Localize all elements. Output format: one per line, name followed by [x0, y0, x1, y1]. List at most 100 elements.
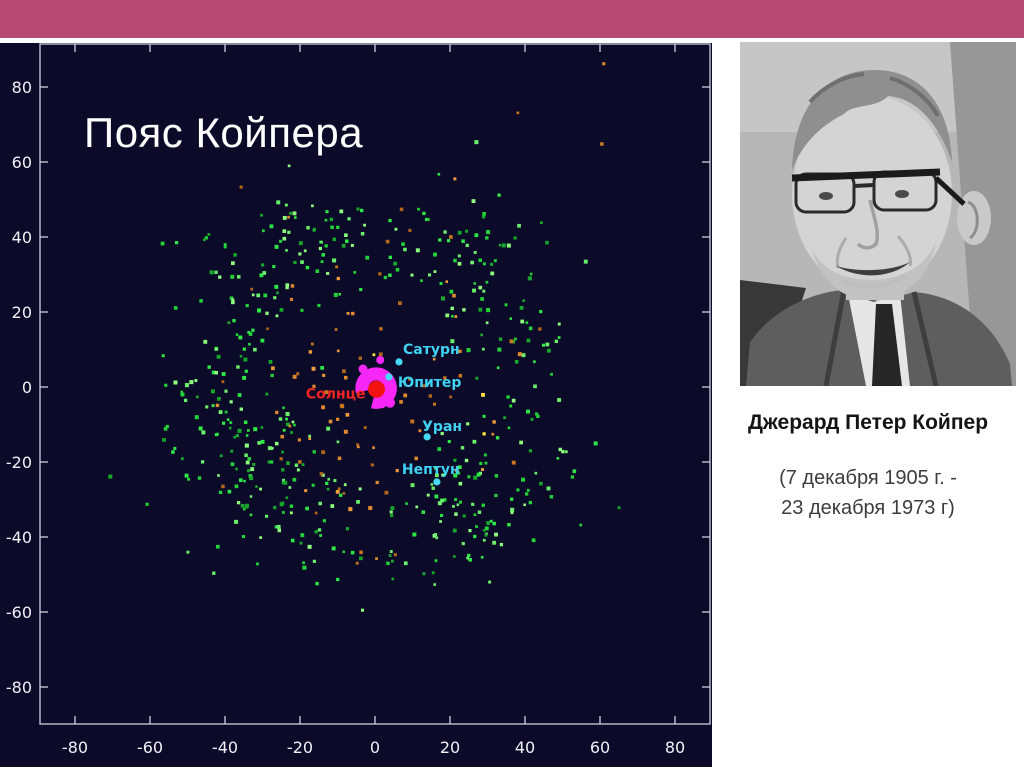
kuiper-belt-objects-dot: [434, 559, 438, 563]
kuiper-belt-objects-dot: [497, 347, 502, 352]
kuiper-belt-objects-dot: [180, 457, 184, 461]
kuiper-belt-objects-dot: [237, 393, 242, 397]
kuiper-belt-objects-dot: [522, 299, 525, 302]
kuiper-belt-objects-dot: [235, 333, 239, 337]
kuiper-belt-objects-dot: [475, 525, 478, 528]
kuiper-belt-objects-dot: [300, 308, 304, 312]
kuiper-belt-objects-dot: [388, 273, 392, 277]
kuiper-belt-objects-dot: [235, 434, 239, 438]
kuiper-belt-objects-dot: [200, 460, 205, 464]
scattered-disk-objects-dot: [279, 457, 283, 461]
kuiper-belt-objects-dot: [223, 243, 227, 247]
kuiper-belt-objects-dot: [281, 450, 284, 454]
scattered-disk-objects-dot: [418, 429, 422, 433]
kuiper-belt-objects-dot: [325, 210, 329, 214]
kuiper-belt-objects-dot: [279, 308, 284, 312]
kuiper-belt-objects-dot: [269, 224, 274, 229]
kuiper-belt-objects-dot: [415, 505, 419, 509]
scattered-disk-objects-dot: [385, 239, 390, 244]
scattered-disk-objects-dot: [335, 265, 338, 269]
kuiper-belt-objects-dot: [468, 528, 472, 533]
kuiper-belt-objects-dot: [253, 347, 257, 352]
kuiper-belt-objects-dot: [210, 389, 215, 394]
kuiper-belt-objects-dot: [333, 479, 337, 483]
kuiper-belt-objects-dot: [324, 244, 328, 248]
kuiper-belt-objects-dot: [480, 555, 484, 559]
x-tick-label: 60: [590, 738, 610, 757]
kuiper-belt-objects-dot: [333, 292, 338, 297]
kuiper-belt-objects-dot: [108, 474, 113, 479]
kuiper-belt-objects-dot: [527, 276, 532, 281]
kuiper-belt-objects-dot: [226, 418, 230, 421]
kuiper-belt-objects-dot: [237, 275, 241, 279]
kuiper-belt-objects-dot: [498, 243, 502, 247]
kuiper-belt-objects-dot: [439, 282, 443, 285]
kuiper-belt-objects-dot: [557, 336, 561, 339]
kuiper-belt-objects-dot: [285, 412, 290, 417]
kuiper-belt-objects-dot: [453, 458, 457, 462]
kuiper-belt-objects-dot: [249, 513, 253, 517]
kuiper-belt-objects-dot: [345, 527, 350, 531]
kuiper-belt-objects-dot: [521, 477, 526, 482]
kuiper-belt-objects-dot: [284, 203, 288, 207]
scattered-disk-objects-dot: [378, 352, 383, 357]
kuiper-belt-objects-dot: [528, 326, 533, 331]
kuiper-belt-objects-dot: [248, 342, 251, 346]
planet-dot-Юпитер: [385, 373, 393, 381]
kuiper-belt-objects-dot: [435, 536, 439, 540]
sun-label: Солнце: [306, 386, 366, 402]
scattered-disk-objects-dot: [372, 446, 375, 450]
y-tick-label: 40: [12, 228, 32, 247]
kuiper-belt-objects-dot: [539, 309, 543, 314]
kuiper-belt-objects-dot: [145, 502, 149, 506]
scattered-disk-objects-dot: [355, 561, 359, 565]
kuiper-belt-objects-dot: [441, 473, 445, 477]
kuiper-belt-objects-dot: [345, 239, 349, 243]
kuiper-belt-objects-dot: [317, 528, 322, 532]
kuiper-belt-objects-dot: [501, 243, 506, 248]
scattered-disk-objects-dot: [375, 480, 379, 485]
kuiper-belt-objects-dot: [464, 458, 469, 463]
plot-title: Пояс Койпера: [84, 109, 364, 156]
scattered-disk-objects-dot: [509, 339, 514, 344]
kuiper-belt-objects-dot: [281, 468, 285, 472]
kuiper-belt-objects-dot: [163, 427, 168, 431]
kuiper-belt-objects-dot: [490, 271, 495, 276]
kuiper-belt-objects-dot: [239, 354, 243, 358]
kuiper-belt-objects-dot: [466, 422, 470, 426]
kuiper-belt-objects-dot: [394, 227, 398, 231]
planet-label-Юпитер: Юпитер: [398, 375, 462, 391]
kuiper-belt-objects-dot: [475, 376, 479, 380]
kuiper-belt-objects-dot: [495, 436, 500, 440]
kuiper-belt-objects-dot: [412, 532, 417, 537]
kuiper-belt-objects-dot: [282, 406, 285, 410]
kuiper-belt-objects-dot: [203, 339, 208, 344]
y-tick-label: -80: [6, 678, 32, 697]
kuiper-belt-objects-dot: [488, 580, 492, 584]
kuiper-belt-objects-dot: [557, 322, 561, 326]
kuiper-belt-objects-dot: [485, 308, 491, 313]
kuiper-belt-objects-dot: [313, 227, 317, 231]
kuiper-belt-objects-dot: [336, 225, 340, 229]
kuiper-belt-objects-dot: [282, 229, 287, 233]
kuiper-belt-objects-dot: [259, 487, 262, 491]
kuiper-belt-objects-dot: [356, 500, 360, 504]
scattered-disk-objects-dot: [290, 297, 294, 301]
scattered-disk-objects-dot: [458, 349, 462, 353]
kuiper-belt-objects-dot: [473, 534, 477, 539]
kuiper-belt-objects-dot: [269, 460, 274, 464]
kuiper-belt-objects-dot: [276, 200, 281, 205]
kuiper-belt-objects-dot: [579, 523, 583, 527]
kuiper-belt-objects-dot: [287, 164, 291, 168]
kuiper-belt-objects-dot: [173, 380, 178, 385]
kuiper-belt-objects-dot: [339, 209, 344, 214]
kuiper-belt-objects-dot: [343, 483, 347, 487]
kuiper-belt-objects-dot: [510, 511, 514, 515]
kuiper-belt-objects-dot: [484, 526, 489, 531]
kuiper-belt-objects-dot: [437, 501, 442, 506]
scattered-disk-objects-dot: [321, 405, 325, 410]
kuiper-belt-objects-dot: [294, 463, 299, 467]
kuiper-belt-objects-dot: [204, 236, 208, 240]
kuiper-belt-objects-dot: [276, 291, 279, 295]
kuiper-belt-objects-dot: [494, 493, 498, 498]
